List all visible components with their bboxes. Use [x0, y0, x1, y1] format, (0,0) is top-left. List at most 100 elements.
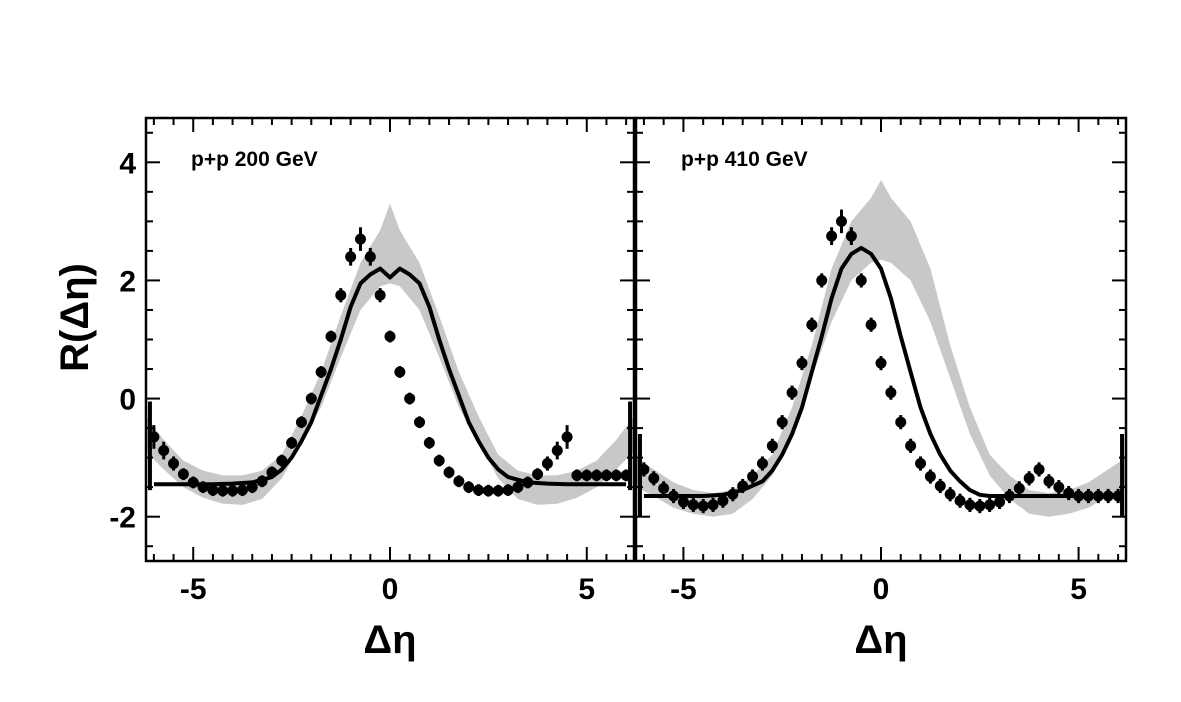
data-point — [354, 233, 366, 245]
data-point — [1082, 490, 1094, 502]
x-tick-label: 0 — [873, 573, 890, 606]
data-point — [687, 499, 699, 511]
data-point — [532, 468, 544, 480]
data-point — [246, 481, 258, 493]
data-point — [737, 480, 749, 492]
data-point — [197, 481, 209, 493]
data-point — [974, 500, 986, 512]
data-point — [1063, 487, 1075, 499]
panel-right: -5 0 5 p+p 410 GeV Δη — [634, 116, 1128, 662]
x-tick-label: -5 — [670, 573, 697, 606]
data-point — [423, 437, 435, 449]
data-point — [1033, 463, 1045, 475]
data-point — [1043, 475, 1055, 487]
data-point — [541, 458, 553, 470]
y-tick-label: -2 — [109, 502, 136, 535]
data-point — [295, 416, 307, 428]
data-point — [502, 484, 514, 496]
data-point — [707, 499, 719, 511]
data-point — [315, 366, 327, 378]
data-point — [865, 319, 877, 331]
data-point — [905, 440, 917, 452]
y-tick-label: 0 — [119, 384, 136, 417]
data-point — [433, 455, 445, 467]
x-tick-label: 0 — [382, 573, 399, 606]
data-point — [473, 484, 485, 496]
x-axis-label: Δη — [363, 618, 416, 662]
data-point — [414, 416, 426, 428]
data-point — [217, 485, 229, 497]
data-point — [591, 469, 603, 481]
data-point — [374, 289, 386, 301]
panel-title: p+p 410 GeV — [681, 148, 808, 171]
data-point — [648, 472, 660, 484]
x-tick-label: -5 — [180, 573, 207, 606]
data-point — [571, 469, 583, 481]
data-point — [994, 496, 1006, 508]
data-point — [453, 475, 465, 487]
data-point — [1092, 490, 1104, 502]
data-point — [984, 499, 996, 511]
data-point — [964, 499, 976, 511]
data-point — [522, 476, 534, 488]
data-point — [463, 481, 475, 493]
y-tick-label: 4 — [119, 147, 136, 180]
data-point — [747, 471, 759, 483]
systematic-band — [636, 180, 1126, 517]
data-point — [816, 274, 828, 286]
data-point — [954, 495, 966, 507]
data-point — [845, 230, 857, 242]
data-point — [610, 469, 622, 481]
x-tick-label: 5 — [1070, 573, 1087, 606]
data-point — [806, 319, 818, 331]
data-point — [934, 480, 946, 492]
data-point — [895, 416, 907, 428]
data-point — [1023, 472, 1035, 484]
data-point — [855, 274, 867, 286]
x-axis-label: Δη — [854, 618, 907, 662]
panel-title: p+p 200 GeV — [191, 148, 318, 171]
data-point — [600, 469, 612, 481]
data-point — [924, 471, 936, 483]
data-point — [492, 485, 504, 497]
data-point — [177, 468, 189, 480]
data-point — [256, 475, 268, 487]
data-point — [668, 490, 680, 502]
data-point — [325, 331, 337, 343]
data-point — [944, 488, 956, 500]
data-point — [756, 458, 768, 470]
model-curve — [643, 245, 1119, 498]
data-point — [227, 485, 239, 497]
data-point — [776, 416, 788, 428]
data-point — [236, 484, 248, 496]
data-point — [335, 289, 347, 301]
data-point — [364, 251, 376, 263]
data-point — [443, 466, 455, 478]
data-point — [394, 366, 406, 378]
plot-area — [636, 180, 1126, 517]
data-point — [276, 455, 288, 467]
data-point — [885, 387, 897, 399]
data-point — [1053, 481, 1065, 493]
data-point — [796, 357, 808, 369]
data-point — [677, 496, 689, 508]
y-axis-label: R(Δη) — [53, 263, 97, 372]
data-point — [482, 485, 494, 497]
data-point — [158, 445, 170, 457]
data-point — [384, 331, 396, 343]
data-point — [305, 393, 317, 405]
panel-left: -5 0 5 -2 0 2 4 p+p 200 GeV Δη R(Δη) — [53, 116, 636, 662]
data-point — [697, 500, 709, 512]
data-point — [727, 488, 739, 500]
data-point — [915, 458, 927, 470]
data-point — [551, 445, 563, 457]
x-tick-label: 5 — [578, 573, 595, 606]
data-point — [207, 484, 219, 496]
y-tick-label: 2 — [119, 265, 136, 298]
data-point — [266, 466, 278, 478]
data-point — [1003, 490, 1015, 502]
data-point — [1073, 490, 1085, 502]
data-point — [835, 215, 847, 227]
data-point — [187, 476, 199, 488]
